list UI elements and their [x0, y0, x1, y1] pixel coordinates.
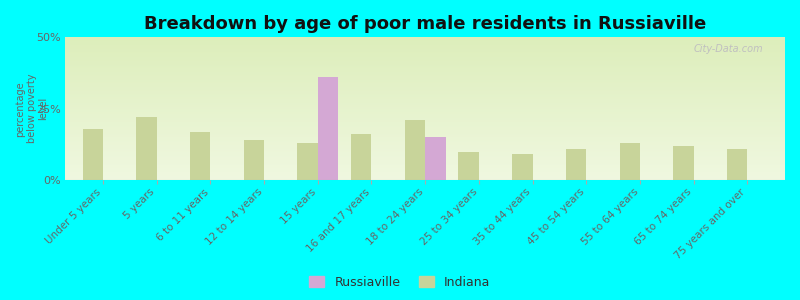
Bar	[458, 152, 479, 180]
Bar	[674, 146, 694, 180]
Text: City-Data.com: City-Data.com	[694, 44, 763, 55]
Bar	[351, 134, 371, 180]
Bar	[727, 149, 747, 180]
Bar	[136, 117, 157, 180]
Bar	[298, 143, 318, 180]
Bar	[566, 149, 586, 180]
Bar	[425, 137, 446, 180]
Legend: Russiaville, Indiana: Russiaville, Indiana	[305, 271, 495, 294]
Bar	[190, 131, 210, 180]
Bar	[405, 120, 425, 180]
Bar	[244, 140, 264, 180]
Bar	[512, 154, 533, 180]
Bar	[318, 77, 338, 180]
Title: Breakdown by age of poor male residents in Russiaville: Breakdown by age of poor male residents …	[144, 15, 706, 33]
Bar	[619, 143, 640, 180]
Y-axis label: percentage
below poverty
level: percentage below poverty level	[15, 74, 48, 143]
Bar	[82, 129, 103, 180]
